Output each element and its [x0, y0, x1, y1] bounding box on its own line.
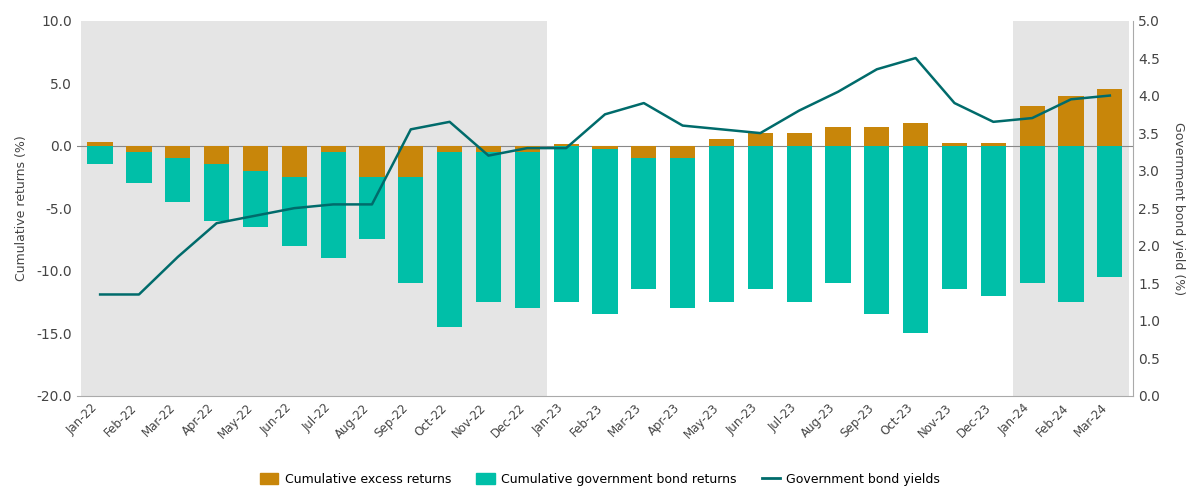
Bar [166, 146, 191, 158]
Government bond yields [248, 213, 263, 219]
Bar [242, 146, 268, 171]
Bar [282, 146, 307, 177]
Government bond yields [598, 112, 612, 118]
Y-axis label: Government bond yield (%): Government bond yield (%) [1172, 122, 1186, 295]
Bar [631, 146, 656, 290]
Bar [904, 123, 929, 146]
Government bond yields [947, 100, 961, 106]
Bar [709, 146, 734, 302]
Bar [593, 146, 618, 314]
Government bond yields [754, 130, 768, 136]
Bar [553, 146, 578, 302]
Bar [631, 146, 656, 158]
Bar [786, 133, 811, 146]
Bar [80, 20, 547, 396]
Government bond yields [210, 220, 224, 226]
Bar [1058, 96, 1084, 146]
Bar [437, 146, 462, 327]
Bar [864, 127, 889, 146]
Bar [398, 146, 424, 177]
Government bond yields [365, 201, 379, 207]
Bar [786, 146, 811, 302]
Government bond yields [986, 119, 1001, 125]
Bar [942, 146, 967, 290]
Government bond yields [170, 254, 185, 260]
Bar [126, 146, 151, 152]
Bar [1020, 146, 1045, 283]
Bar [398, 146, 424, 283]
Government bond yields [481, 153, 496, 159]
Bar [476, 146, 502, 152]
Government bond yields [908, 55, 923, 61]
Bar [88, 146, 113, 164]
Government bond yields [870, 66, 884, 72]
Bar [88, 142, 113, 146]
Bar [515, 146, 540, 152]
Government bond yields [1103, 93, 1117, 99]
Government bond yields [1064, 96, 1079, 102]
Bar [904, 146, 929, 333]
Bar [437, 146, 462, 152]
Bar [359, 146, 384, 177]
Bar [826, 146, 851, 283]
Bar [515, 146, 540, 308]
Bar [593, 146, 618, 149]
Bar [204, 146, 229, 164]
Bar [748, 146, 773, 290]
Bar [282, 146, 307, 246]
Bar [1097, 146, 1122, 277]
Bar [980, 143, 1006, 146]
Bar [864, 146, 889, 314]
Government bond yields [559, 145, 574, 151]
Bar [1013, 20, 1129, 396]
Government bond yields [520, 145, 534, 151]
Bar [242, 146, 268, 227]
Bar [204, 146, 229, 221]
Bar [709, 139, 734, 146]
Government bond yields [326, 201, 341, 207]
Bar [1097, 89, 1122, 146]
Government bond yields [637, 100, 652, 106]
Bar [547, 20, 1013, 396]
Line: Government bond yields: Government bond yields [100, 58, 1110, 295]
Bar [320, 146, 346, 258]
Bar [942, 143, 967, 146]
Government bond yields [443, 119, 457, 125]
Bar [320, 146, 346, 152]
Y-axis label: Cumulative returns (%): Cumulative returns (%) [14, 135, 28, 281]
Bar [826, 127, 851, 146]
Government bond yields [1025, 115, 1039, 121]
Government bond yields [714, 126, 728, 132]
Bar [126, 146, 151, 183]
Government bond yields [830, 89, 845, 95]
Bar [476, 146, 502, 302]
Government bond yields [792, 108, 806, 114]
Government bond yields [403, 126, 418, 132]
Legend: Cumulative excess returns, Cumulative government bond returns, Government bond y: Cumulative excess returns, Cumulative go… [256, 469, 944, 490]
Government bond yields [287, 205, 301, 211]
Government bond yields [132, 292, 146, 298]
Bar [166, 146, 191, 202]
Bar [980, 146, 1006, 296]
Bar [553, 144, 578, 146]
Bar [359, 146, 384, 240]
Government bond yields [92, 292, 107, 298]
Bar [670, 146, 695, 308]
Bar [670, 146, 695, 158]
Bar [748, 133, 773, 146]
Bar [1058, 146, 1084, 302]
Bar [1020, 106, 1045, 146]
Government bond yields [676, 123, 690, 128]
